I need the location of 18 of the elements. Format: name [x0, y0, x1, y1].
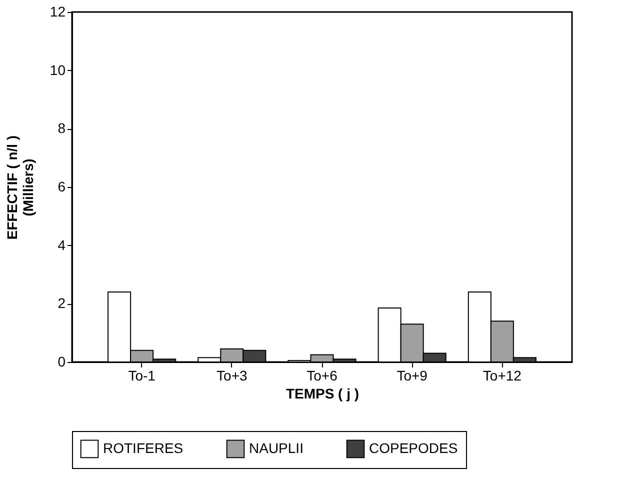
y-tick-label: 12: [50, 4, 66, 20]
x-tick-label: To+12: [482, 368, 522, 384]
y-tick-label: 4: [58, 236, 66, 253]
y-tick-label: 10: [50, 62, 66, 78]
x-tick-label: To+9: [396, 368, 428, 384]
x-tick-label: To+6: [306, 368, 338, 384]
y-tick-label: 0: [58, 354, 66, 370]
y-tick-label: 2: [58, 295, 66, 312]
y-tick-label: 8: [58, 120, 66, 136]
text: (Milliers): [20, 158, 36, 216]
y-tick-label: 6: [58, 178, 66, 194]
x-tick-label: To+3: [216, 368, 248, 384]
legend-label: COPEPODES: [369, 440, 458, 456]
text: EFFECTIF ( n/l ): [4, 135, 20, 240]
x-tick-label: To-1: [128, 368, 156, 384]
legend-label: ROTIFERES: [103, 440, 184, 456]
legend-label: NAUPLII: [249, 440, 304, 456]
x-axis-title: TEMPS ( j ): [286, 386, 360, 402]
